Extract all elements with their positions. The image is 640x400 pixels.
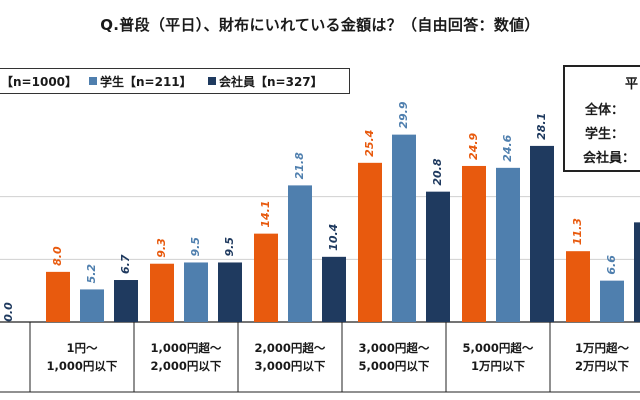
data-label: 24.9 (467, 132, 480, 159)
category-label-line: 1円～ (66, 341, 98, 355)
bar-employee (634, 222, 640, 322)
bar-employee (426, 191, 450, 322)
data-label: 9.5 (223, 237, 236, 257)
category-label-line: 2,000円以下 (150, 359, 222, 373)
category-label-line: 1,000円以下 (46, 359, 118, 373)
data-label: 6.6 (605, 255, 618, 275)
bar-student (288, 185, 312, 322)
average-row-all: 全体： (585, 103, 625, 118)
bar-all (566, 251, 590, 322)
average-row-employee: 会社員： (583, 151, 636, 166)
bar-student (600, 280, 624, 322)
legend-swatch-employee (208, 77, 216, 85)
bar-employee (322, 256, 346, 322)
category-label: 2,000円超～ 3,000円以下 (238, 339, 342, 375)
average-box: 平 全体： 学生： 会社員： (563, 65, 640, 172)
chart-title: Q.普段（平日）、財布にいれている金額は？（自由回答：数値） (100, 16, 540, 34)
category-label-line: 5,000円超～ (462, 341, 534, 355)
legend-item-all: 【n=1000】 (1, 75, 78, 89)
bar-all (462, 165, 486, 322)
bar-student (392, 134, 416, 322)
data-label: 10.4 (327, 224, 340, 251)
category-label-line: 3,000円超～ (358, 341, 430, 355)
bar-all (46, 271, 70, 322)
bar-all (254, 233, 278, 322)
bar-employee (530, 145, 554, 322)
data-label: 0.0 (2, 302, 15, 322)
data-label: 6.7 (119, 254, 132, 274)
data-label: 24.6 (501, 134, 514, 161)
data-label: 25.4 (363, 130, 376, 157)
data-label: 21.8 (293, 152, 306, 179)
data-label: 9.5 (189, 237, 202, 257)
bar-employee (114, 280, 138, 322)
bar-student (496, 167, 520, 322)
legend-item-employee: 会社員【n=327】 (208, 73, 323, 90)
category-label-line: 1万円超～ (574, 341, 629, 355)
data-label: 9.3 (155, 238, 168, 258)
category-label: 1万円超～ 2万円以下 (550, 339, 640, 375)
category-label: 1円～ 1,000円以下 (30, 339, 134, 375)
bar-employee (218, 262, 242, 322)
category-label-line: 2万円以下 (574, 359, 629, 373)
category-label-line: 1万円以下 (470, 359, 525, 373)
average-row-student: 学生： (585, 127, 625, 142)
average-heading: 平 (625, 77, 639, 92)
category-label-line: 2,000円超～ (254, 341, 326, 355)
data-label: 28.1 (535, 113, 548, 140)
category-label-line: 1,000円超～ (150, 341, 222, 355)
data-label: 8.0 (51, 246, 64, 266)
bar-student (184, 262, 208, 322)
bar-all (358, 162, 382, 322)
legend-item-student: 学生【n=211】 (89, 73, 192, 90)
bar-all (150, 263, 174, 322)
legend: 【n=1000】 学生【n=211】 会社員【n=327】 (0, 68, 350, 94)
bar-student (80, 289, 104, 322)
data-label: 20.8 (431, 158, 444, 185)
legend-swatch-student (89, 77, 97, 85)
category-label-line: 3,000円以下 (254, 359, 326, 373)
data-label: 29.9 (397, 101, 410, 128)
category-label: 3,000円超～ 5,000円以下 (342, 339, 446, 375)
data-label: 14.1 (259, 200, 272, 227)
category-label: 1,000円超～ 2,000円以下 (134, 339, 238, 375)
category-label-line: 5,000円以下 (358, 359, 430, 373)
category-label: 5,000円超～ 1万円以下 (446, 339, 550, 375)
data-label: 11.3 (571, 218, 584, 245)
data-label: 5.2 (85, 264, 98, 284)
